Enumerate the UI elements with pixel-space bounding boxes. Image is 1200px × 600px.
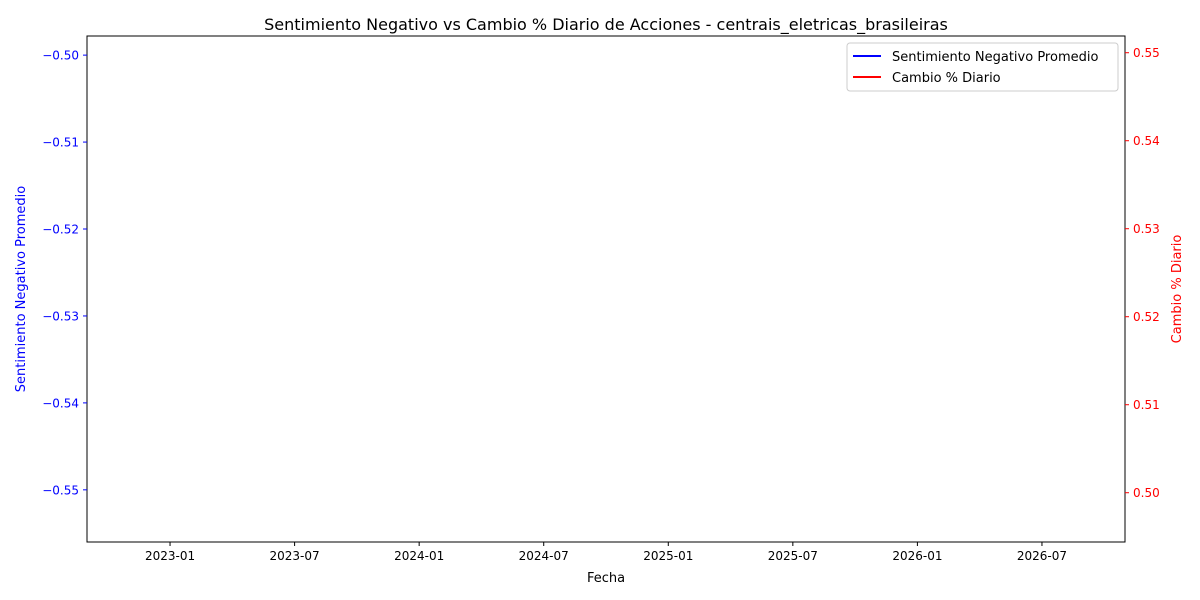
right-y-tick-label: 0.55 bbox=[1133, 46, 1160, 60]
x-tick-label: 2026-07 bbox=[1017, 549, 1067, 563]
left-y-axis-label: Sentimiento Negativo Promedio bbox=[14, 186, 29, 392]
legend: Sentimiento Negativo Promedio Cambio % D… bbox=[846, 42, 1119, 92]
left-y-tick-label: −0.51 bbox=[42, 136, 79, 150]
x-tick-label: 2025-01 bbox=[643, 549, 693, 563]
left-y-tick-label: −0.52 bbox=[42, 223, 79, 237]
plot-area bbox=[86, 35, 1126, 543]
x-tick-label: 2024-07 bbox=[519, 549, 569, 563]
left-y-tick-label: −0.50 bbox=[42, 49, 79, 63]
right-y-axis-ticks: 0.55 0.54 0.53 0.52 0.51 0.50 bbox=[1125, 46, 1160, 500]
chart-title: Sentimiento Negativo vs Cambio % Diario … bbox=[264, 15, 948, 35]
x-tick-label: 2023-01 bbox=[145, 549, 195, 563]
x-axis-ticks: 2023-01 2023-07 2024-01 2024-07 2025-01 2025-… bbox=[145, 542, 1067, 563]
right-y-tick-label: 0.54 bbox=[1133, 134, 1160, 148]
right-y-tick-label: 0.52 bbox=[1133, 310, 1160, 324]
left-y-tick-label: −0.53 bbox=[42, 309, 79, 323]
x-axis-label: Fecha bbox=[587, 571, 625, 586]
x-tick-label: 2023-07 bbox=[270, 549, 320, 563]
legend-box bbox=[846, 42, 1119, 92]
right-y-tick-label: 0.51 bbox=[1133, 398, 1160, 412]
x-tick-label: 2025-07 bbox=[768, 549, 818, 563]
legend-label-sentimiento: Sentimiento Negativo Promedio bbox=[892, 50, 1098, 65]
x-tick-label: 2024-01 bbox=[394, 549, 444, 563]
right-y-tick-label: 0.50 bbox=[1133, 486, 1160, 500]
left-y-tick-label: −0.55 bbox=[42, 483, 79, 497]
legend-label-cambio: Cambio % Diario bbox=[892, 71, 1001, 86]
left-y-tick-label: −0.54 bbox=[42, 396, 79, 410]
right-y-axis-label: Cambio % Diario bbox=[1170, 235, 1185, 344]
x-tick-label: 2026-01 bbox=[892, 549, 942, 563]
left-y-axis-ticks: −0.50 −0.51 −0.52 −0.53 −0.54 −0.55 bbox=[42, 49, 87, 497]
right-y-tick-label: 0.53 bbox=[1133, 222, 1160, 236]
